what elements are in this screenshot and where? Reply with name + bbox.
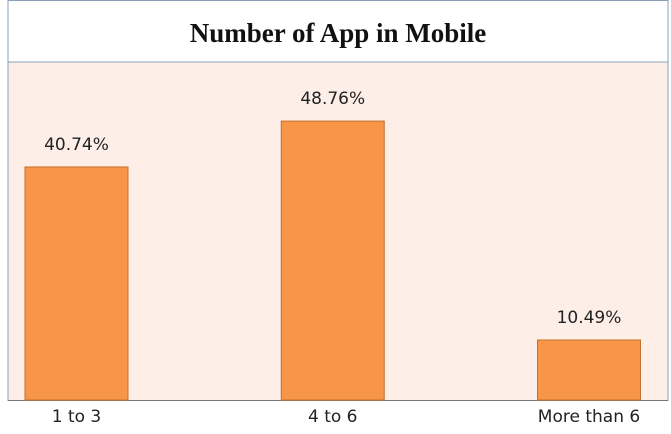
data-label: 40.74% bbox=[44, 135, 109, 155]
x-tick-label: More than 6 bbox=[538, 407, 640, 427]
data-label: 10.49% bbox=[557, 308, 622, 328]
data-label: 48.76% bbox=[300, 89, 365, 109]
x-tick-label: 4 to 6 bbox=[308, 407, 358, 427]
chart-title: Number of App in Mobile bbox=[190, 18, 487, 48]
x-tick-label: 1 to 3 bbox=[52, 407, 102, 427]
bar bbox=[24, 166, 129, 401]
bar bbox=[280, 120, 385, 401]
bar bbox=[537, 339, 641, 401]
